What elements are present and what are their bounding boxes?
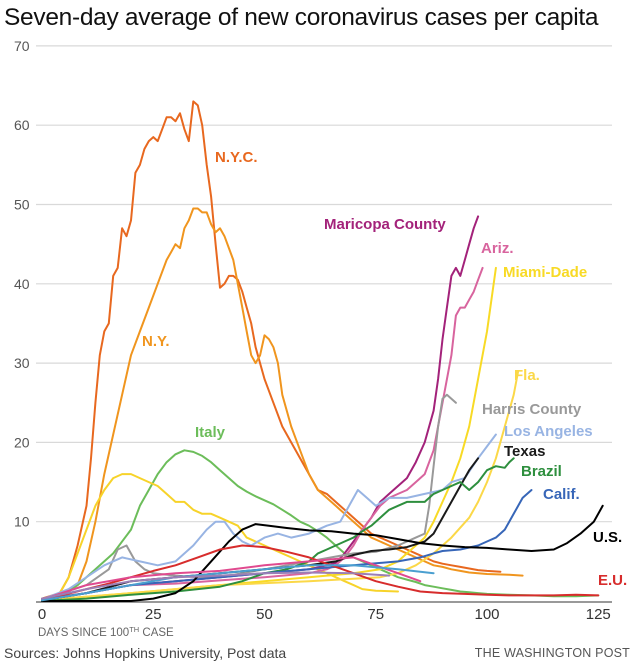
series-label-miami-dade: Miami-Dade <box>503 264 587 281</box>
series-line-brazil <box>41 457 515 602</box>
series-label-calif: Calif. <box>543 486 580 503</box>
x-axis-label: DAYS SINCE 100TH CASE <box>38 625 174 639</box>
series-label-n-y-c: N.Y.C. <box>215 149 258 166</box>
x-tick-label: 0 <box>38 606 46 623</box>
series-label-harris-county: Harris County <box>482 401 582 418</box>
series-label-e-u: E.U. <box>598 572 627 589</box>
y-tick-label: 40 <box>14 276 30 292</box>
line-chart: 10 20 30 40 50 60 70 N.Y.C. N.Y. Italy Maricopa C… <box>14 38 627 639</box>
series-label-italy: Italy <box>195 424 226 441</box>
x-axis-ticks: 0 25 50 75 100 125 <box>38 606 611 623</box>
publisher-credit: THE WASHINGTON POST <box>474 646 630 660</box>
y-tick-label: 10 <box>14 514 30 530</box>
series-label-u-s: U.S. <box>593 529 622 546</box>
y-tick-label: 30 <box>14 355 30 371</box>
series-line-other-2 <box>41 564 435 602</box>
y-tick-label: 20 <box>14 434 30 450</box>
chart-title: Seven-day average of new coronavirus cas… <box>4 4 599 31</box>
x-tick-label: 25 <box>145 606 162 623</box>
series-line-other-3 <box>41 571 391 600</box>
series-line-ariz <box>41 266 484 601</box>
y-tick-label: 60 <box>14 117 30 133</box>
series-label-los-angeles: Los Angeles <box>504 423 593 440</box>
series-label-n-y: N.Y. <box>142 333 170 350</box>
series-line-los-angeles <box>41 433 497 601</box>
series-line-italy <box>41 449 600 601</box>
x-tick-label: 50 <box>256 606 273 623</box>
x-tick-label: 75 <box>367 606 384 623</box>
x-tick-label: 100 <box>474 606 499 623</box>
series-label-brazil: Brazil <box>521 463 562 480</box>
series-label-fla: Fla. <box>514 367 540 384</box>
y-tick-label: 50 <box>14 197 30 213</box>
series-label-texas: Texas <box>504 443 545 460</box>
series-line-n-y <box>41 207 524 601</box>
source-note: Sources: Johns Hopkins University, Post … <box>4 645 287 661</box>
series-lines <box>41 100 604 602</box>
x-tick-label: 125 <box>586 606 611 623</box>
series-labels: N.Y.C. N.Y. Italy Maricopa County Ariz. Miami… <box>142 149 627 589</box>
series-line-calif <box>41 489 533 602</box>
series-line-n-y-c <box>41 100 502 600</box>
gridlines: 10 20 30 40 50 60 70 <box>14 38 612 603</box>
y-tick-label: 70 <box>14 38 30 54</box>
series-label-ariz: Ariz. <box>481 240 514 257</box>
series-line-miami-dade <box>41 266 497 602</box>
series-label-maricopa-county: Maricopa County <box>324 216 446 233</box>
